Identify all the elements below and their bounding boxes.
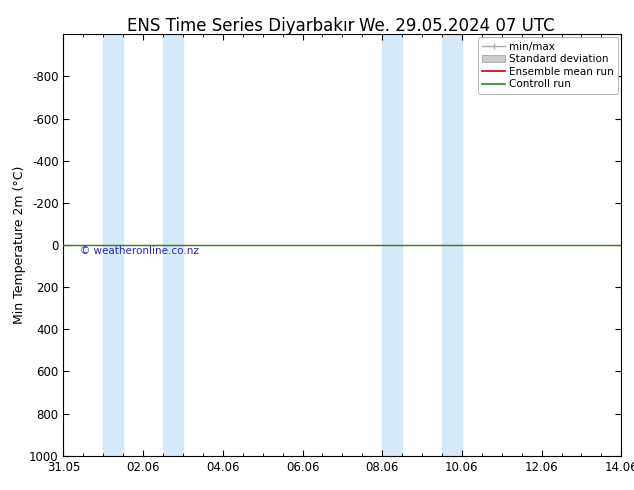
Bar	[442, 34, 462, 456]
Y-axis label: Min Temperature 2m (°C): Min Temperature 2m (°C)	[13, 166, 26, 324]
Text: © weatheronline.co.nz: © weatheronline.co.nz	[80, 246, 199, 256]
Bar	[103, 34, 123, 456]
Text: We. 29.05.2024 07 UTC: We. 29.05.2024 07 UTC	[359, 17, 554, 35]
Text: ENS Time Series Diyarbakır: ENS Time Series Diyarbakır	[127, 17, 354, 35]
Legend: min/max, Standard deviation, Ensemble mean run, Controll run: min/max, Standard deviation, Ensemble me…	[478, 37, 618, 94]
Bar	[163, 34, 183, 456]
Bar	[382, 34, 402, 456]
